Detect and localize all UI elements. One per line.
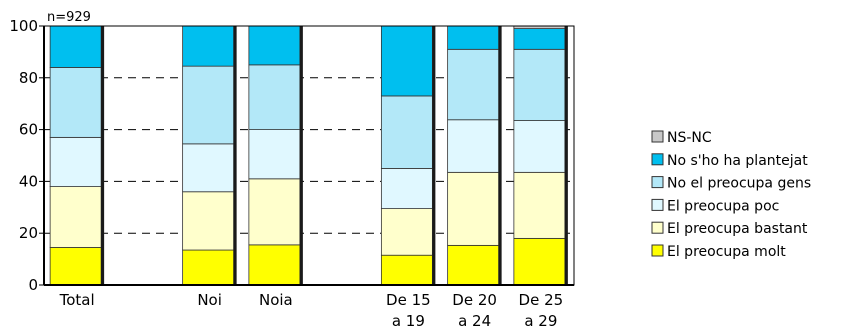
bar-segment <box>513 120 566 173</box>
bar-shadow <box>101 26 105 285</box>
category-label: a 24 <box>458 312 491 329</box>
bar-shadow <box>564 26 568 285</box>
category-label: a 19 <box>392 312 425 329</box>
bar-shadow <box>233 26 237 285</box>
bar-segment <box>447 119 500 173</box>
bar-segment <box>447 25 500 50</box>
bars <box>49 25 568 286</box>
bar-segment <box>248 244 301 286</box>
axes <box>43 25 575 286</box>
bar-segment <box>248 64 301 130</box>
bar-segment <box>380 168 433 209</box>
bar-segment <box>447 244 500 286</box>
legend-label: El preocupa bastant <box>667 221 808 237</box>
bar-segment <box>380 25 433 97</box>
category-label: a 29 <box>524 312 557 329</box>
bar-segment <box>513 237 566 286</box>
y-tick-label: 0 <box>28 276 38 294</box>
legend-swatch <box>651 198 664 211</box>
bar-segment <box>248 178 301 246</box>
category-label: Total <box>59 291 95 309</box>
y-tick-label: 40 <box>19 172 38 190</box>
bar-segment <box>447 171 500 246</box>
legend-swatch <box>651 153 664 166</box>
legend-swatch <box>651 221 664 234</box>
bar-segment <box>380 95 433 169</box>
bar-segment <box>49 247 102 286</box>
legend-label: NS-NC <box>667 130 712 146</box>
legend-label: El preocupa molt <box>667 244 786 260</box>
category-label: Noia <box>259 291 293 309</box>
bar-segment <box>447 48 500 121</box>
bar-segment <box>49 186 102 248</box>
category-labels: Total Noi Noia De 15 a 19 De 20 a 24 De 25 a 29 <box>59 291 564 329</box>
bar-segment <box>248 129 301 180</box>
bar-segment <box>248 25 301 66</box>
category-label: De 20 <box>452 291 497 309</box>
category-label: Noi <box>197 291 222 309</box>
legend: NS-NC No s'ho ha plantejat No el preocupa … <box>651 130 811 260</box>
y-tick-labels: 0 20 40 60 80 100 <box>9 17 44 294</box>
bar-segment <box>49 67 102 138</box>
bar-shadow <box>498 26 502 285</box>
bar-segment <box>182 191 235 251</box>
bar-segment <box>49 136 102 187</box>
bar-segment <box>380 208 433 256</box>
legend-swatch <box>651 244 664 257</box>
legend-label: No s'ho ha plantejat <box>667 153 808 169</box>
sample-size-note: n=929 <box>47 10 91 25</box>
bar-segment <box>182 65 235 145</box>
bar-segment <box>182 143 235 193</box>
y-tick-label: 20 <box>19 224 38 242</box>
category-label: De 25 <box>519 291 564 309</box>
legend-swatch <box>651 176 664 189</box>
category-label: De 15 <box>386 291 431 309</box>
legend-label: No el preocupa gens <box>667 176 811 192</box>
bar-segment <box>182 249 235 286</box>
legend-swatch <box>651 130 664 143</box>
bar-shadow <box>432 26 436 285</box>
y-tick-label: 60 <box>19 121 38 139</box>
bar-segment <box>513 171 566 239</box>
legend-label: El preocupa poc <box>667 198 779 214</box>
bar-segment <box>182 25 235 67</box>
y-tick-label: 100 <box>9 17 38 35</box>
y-tick-label: 80 <box>19 69 38 87</box>
bar-segment <box>380 254 433 286</box>
bar-segment <box>513 48 566 121</box>
bar-shadow <box>299 26 303 285</box>
bar-segment <box>513 28 566 50</box>
bar-segment <box>49 25 102 68</box>
